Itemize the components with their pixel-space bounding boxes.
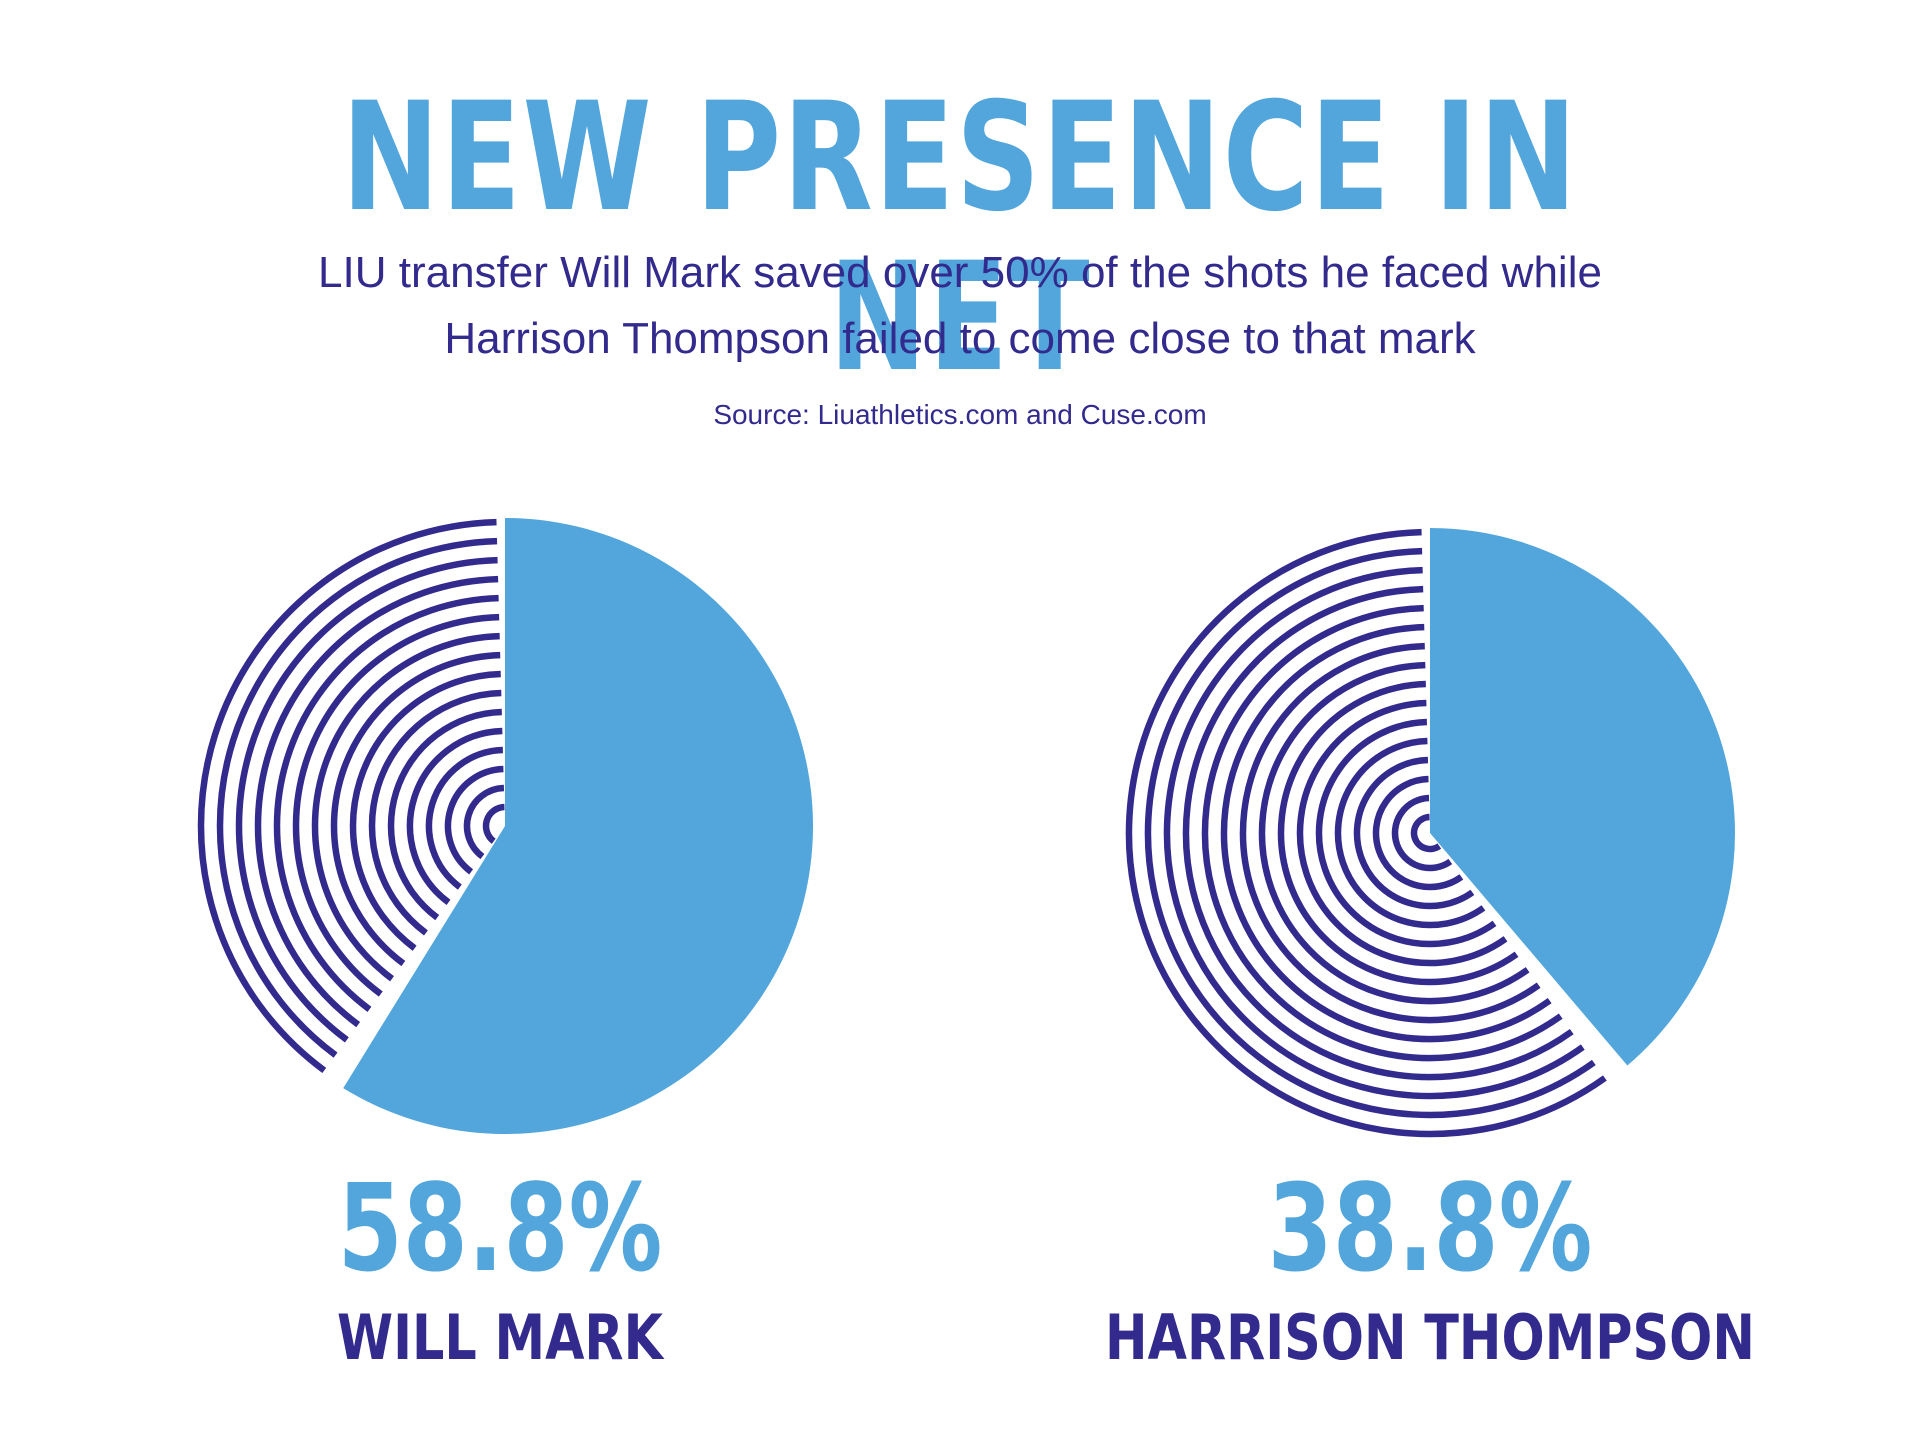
remainder-ring [1220,623,1552,1043]
remainder-ring [1391,794,1453,872]
remainder-ring [311,632,500,982]
remainder-ring [1182,585,1574,1081]
remainder-ring [1372,775,1464,891]
page-title: NEW PRESENCE IN NET [341,71,1579,405]
remainder-ring [1144,547,1596,1119]
remainder-ring [1239,642,1541,1024]
remainder-ring [1353,756,1475,910]
remainder-ring [330,651,501,967]
player-name-harrison-thompson: HARRISON THOMPSON [1105,1301,1755,1374]
remainder-ring [1296,699,1508,967]
remainder-ring [482,803,505,844]
pie-chart-harrison-thompson [1125,528,1735,1138]
remainder-ring [1410,813,1442,853]
pie-slice-remainder-will-mark [197,518,505,1074]
remainder-ring [1125,528,1607,1138]
subtitle-line-2: Harrison Thompson failed to come close t… [444,314,1476,363]
remainder-ring [349,670,501,951]
remainder-ring [444,765,504,875]
remainder-ring [292,613,500,997]
remainder-ring [1258,661,1530,1005]
source-note: Source: Liuathletics.com and Cuse.com [713,399,1207,430]
pie-slice-saved-will-mark [343,518,813,1135]
remainder-ring [235,556,498,1043]
percent-label-harrison-thompson: 38.8% [1267,1160,1593,1299]
player-name-will-mark: WILL MARK [337,1301,663,1374]
remainder-ring [1163,566,1585,1100]
remainder-ring [1277,680,1519,986]
pie-slice-remainder-harrison-thompson [1125,528,1607,1138]
remainder-ring [463,784,505,860]
subtitle: LIU transfer Will Mark saved over 50% of… [0,240,1920,372]
remainder-ring [1334,737,1486,929]
percent-label-will-mark: 58.8% [337,1160,663,1299]
pie-slice-saved-harrison-thompson [1430,528,1735,1066]
remainder-ring [425,746,503,890]
remainder-ring [1201,604,1563,1062]
remainder-ring [216,537,498,1058]
remainder-ring [197,518,497,1074]
remainder-ring [273,594,499,1012]
remainder-ring [254,575,499,1028]
subtitle-line-1: LIU transfer Will Mark saved over 50% of… [318,248,1602,297]
remainder-ring [406,727,503,905]
remainder-ring [387,708,502,921]
pie-chart-will-mark [197,518,813,1135]
remainder-ring [1315,718,1497,948]
remainder-ring [368,689,502,936]
